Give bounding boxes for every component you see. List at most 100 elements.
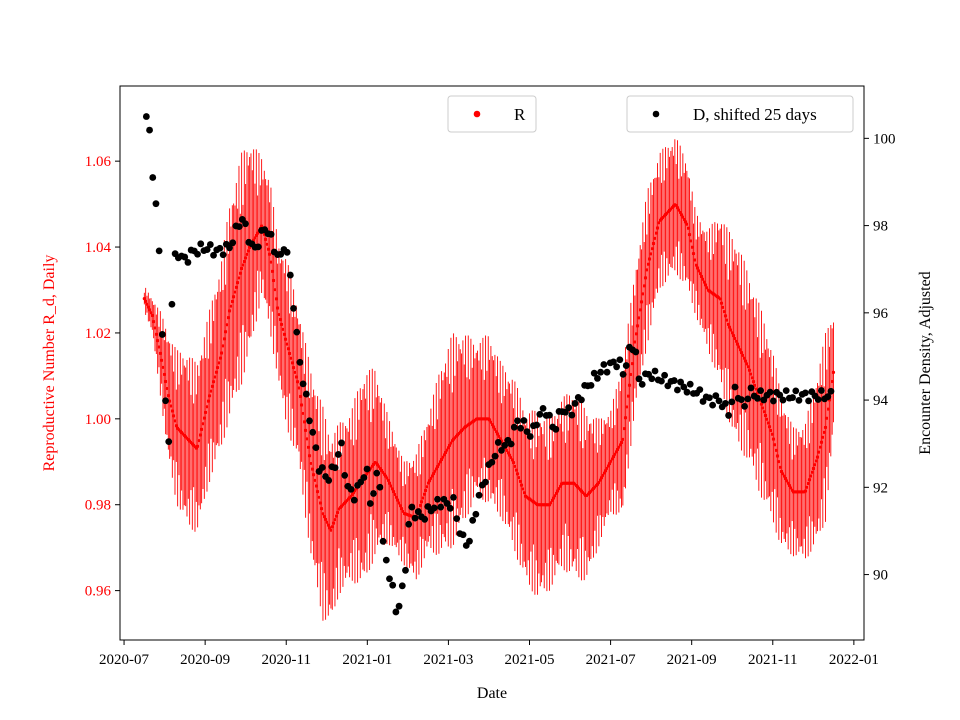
d-point — [408, 503, 416, 511]
d-point — [683, 388, 691, 396]
r-point — [289, 356, 293, 360]
r-point — [615, 447, 620, 452]
d-point — [395, 602, 403, 610]
r-point — [629, 372, 633, 377]
r-point — [815, 455, 820, 459]
r-point — [334, 514, 338, 518]
r-point — [705, 286, 709, 290]
r-point — [770, 432, 774, 436]
r-point — [697, 269, 701, 273]
r-point — [144, 299, 148, 304]
d-point — [376, 483, 384, 491]
r-point — [613, 452, 617, 456]
r-point — [316, 490, 320, 494]
r-point — [557, 487, 561, 491]
r-point — [687, 232, 692, 237]
r-point — [148, 308, 152, 312]
r-point — [807, 478, 812, 482]
d-point — [597, 368, 605, 376]
r-point — [149, 311, 153, 315]
d-point — [430, 504, 438, 512]
r-point — [390, 487, 394, 491]
r-point — [333, 518, 337, 522]
d-point — [782, 387, 790, 395]
r-point — [494, 430, 498, 434]
d-point — [658, 377, 665, 385]
r-point — [446, 446, 450, 450]
r-point — [554, 491, 558, 495]
r-point — [626, 394, 630, 398]
d-point — [546, 411, 553, 419]
r-point — [145, 302, 149, 306]
d-point — [619, 371, 627, 378]
r-point — [386, 478, 390, 482]
d-point — [411, 514, 419, 522]
r-point — [389, 484, 393, 488]
x-axis-label: Date — [477, 685, 507, 702]
r-point — [245, 252, 249, 257]
r-point — [305, 437, 309, 441]
r-point — [735, 342, 740, 346]
r-point — [649, 252, 653, 256]
r-point — [742, 356, 746, 360]
r-point — [657, 221, 661, 225]
d-point — [805, 397, 812, 405]
d-point — [501, 441, 509, 449]
r-point — [290, 361, 294, 365]
d-point — [350, 496, 358, 504]
r-point — [260, 224, 264, 228]
r-point — [277, 312, 281, 317]
r-point — [201, 422, 205, 426]
d-point — [801, 389, 809, 397]
r-point — [242, 259, 246, 264]
r-point — [511, 460, 516, 465]
r-point — [750, 376, 754, 380]
d-point — [286, 271, 294, 279]
r-point — [253, 236, 257, 240]
r-point — [326, 523, 330, 527]
r-point — [164, 379, 168, 384]
d-point — [648, 375, 656, 383]
d-point — [651, 367, 659, 375]
d-point — [318, 464, 326, 471]
r-point — [823, 425, 828, 430]
r-point — [775, 454, 780, 458]
r-point — [394, 495, 398, 499]
r-point — [156, 339, 160, 343]
d-point — [235, 223, 243, 231]
d-point — [197, 240, 205, 248]
r-point — [826, 407, 830, 411]
r-point — [785, 479, 789, 483]
r-point — [266, 247, 270, 251]
d-point — [792, 387, 800, 395]
r-point — [294, 375, 298, 379]
r-point — [284, 337, 288, 341]
r-point — [393, 492, 397, 497]
r-point — [689, 239, 693, 243]
r-point — [811, 466, 816, 471]
r-point — [269, 260, 273, 264]
r-point — [607, 462, 612, 466]
y-axis-left: 0.96 0.98 1.00 1.02 1.04 1.06 — [85, 154, 120, 600]
r-point — [597, 480, 601, 485]
r-point — [397, 501, 401, 505]
d-point — [158, 331, 166, 338]
d-point — [795, 396, 803, 404]
r-point — [226, 316, 230, 320]
d-point — [827, 387, 835, 395]
d-point — [450, 493, 457, 501]
r-point — [521, 487, 525, 491]
r-point — [268, 252, 272, 256]
r-point — [522, 491, 526, 495]
r-point — [336, 510, 340, 515]
d-point — [389, 581, 397, 589]
d-point — [194, 250, 201, 258]
d-point — [766, 388, 774, 396]
y-left-tick-label: 1.06 — [85, 154, 112, 170]
r-point — [217, 361, 221, 365]
r-point — [173, 419, 177, 423]
r-point — [196, 444, 200, 448]
r-point — [693, 258, 697, 262]
r-point — [398, 504, 402, 508]
